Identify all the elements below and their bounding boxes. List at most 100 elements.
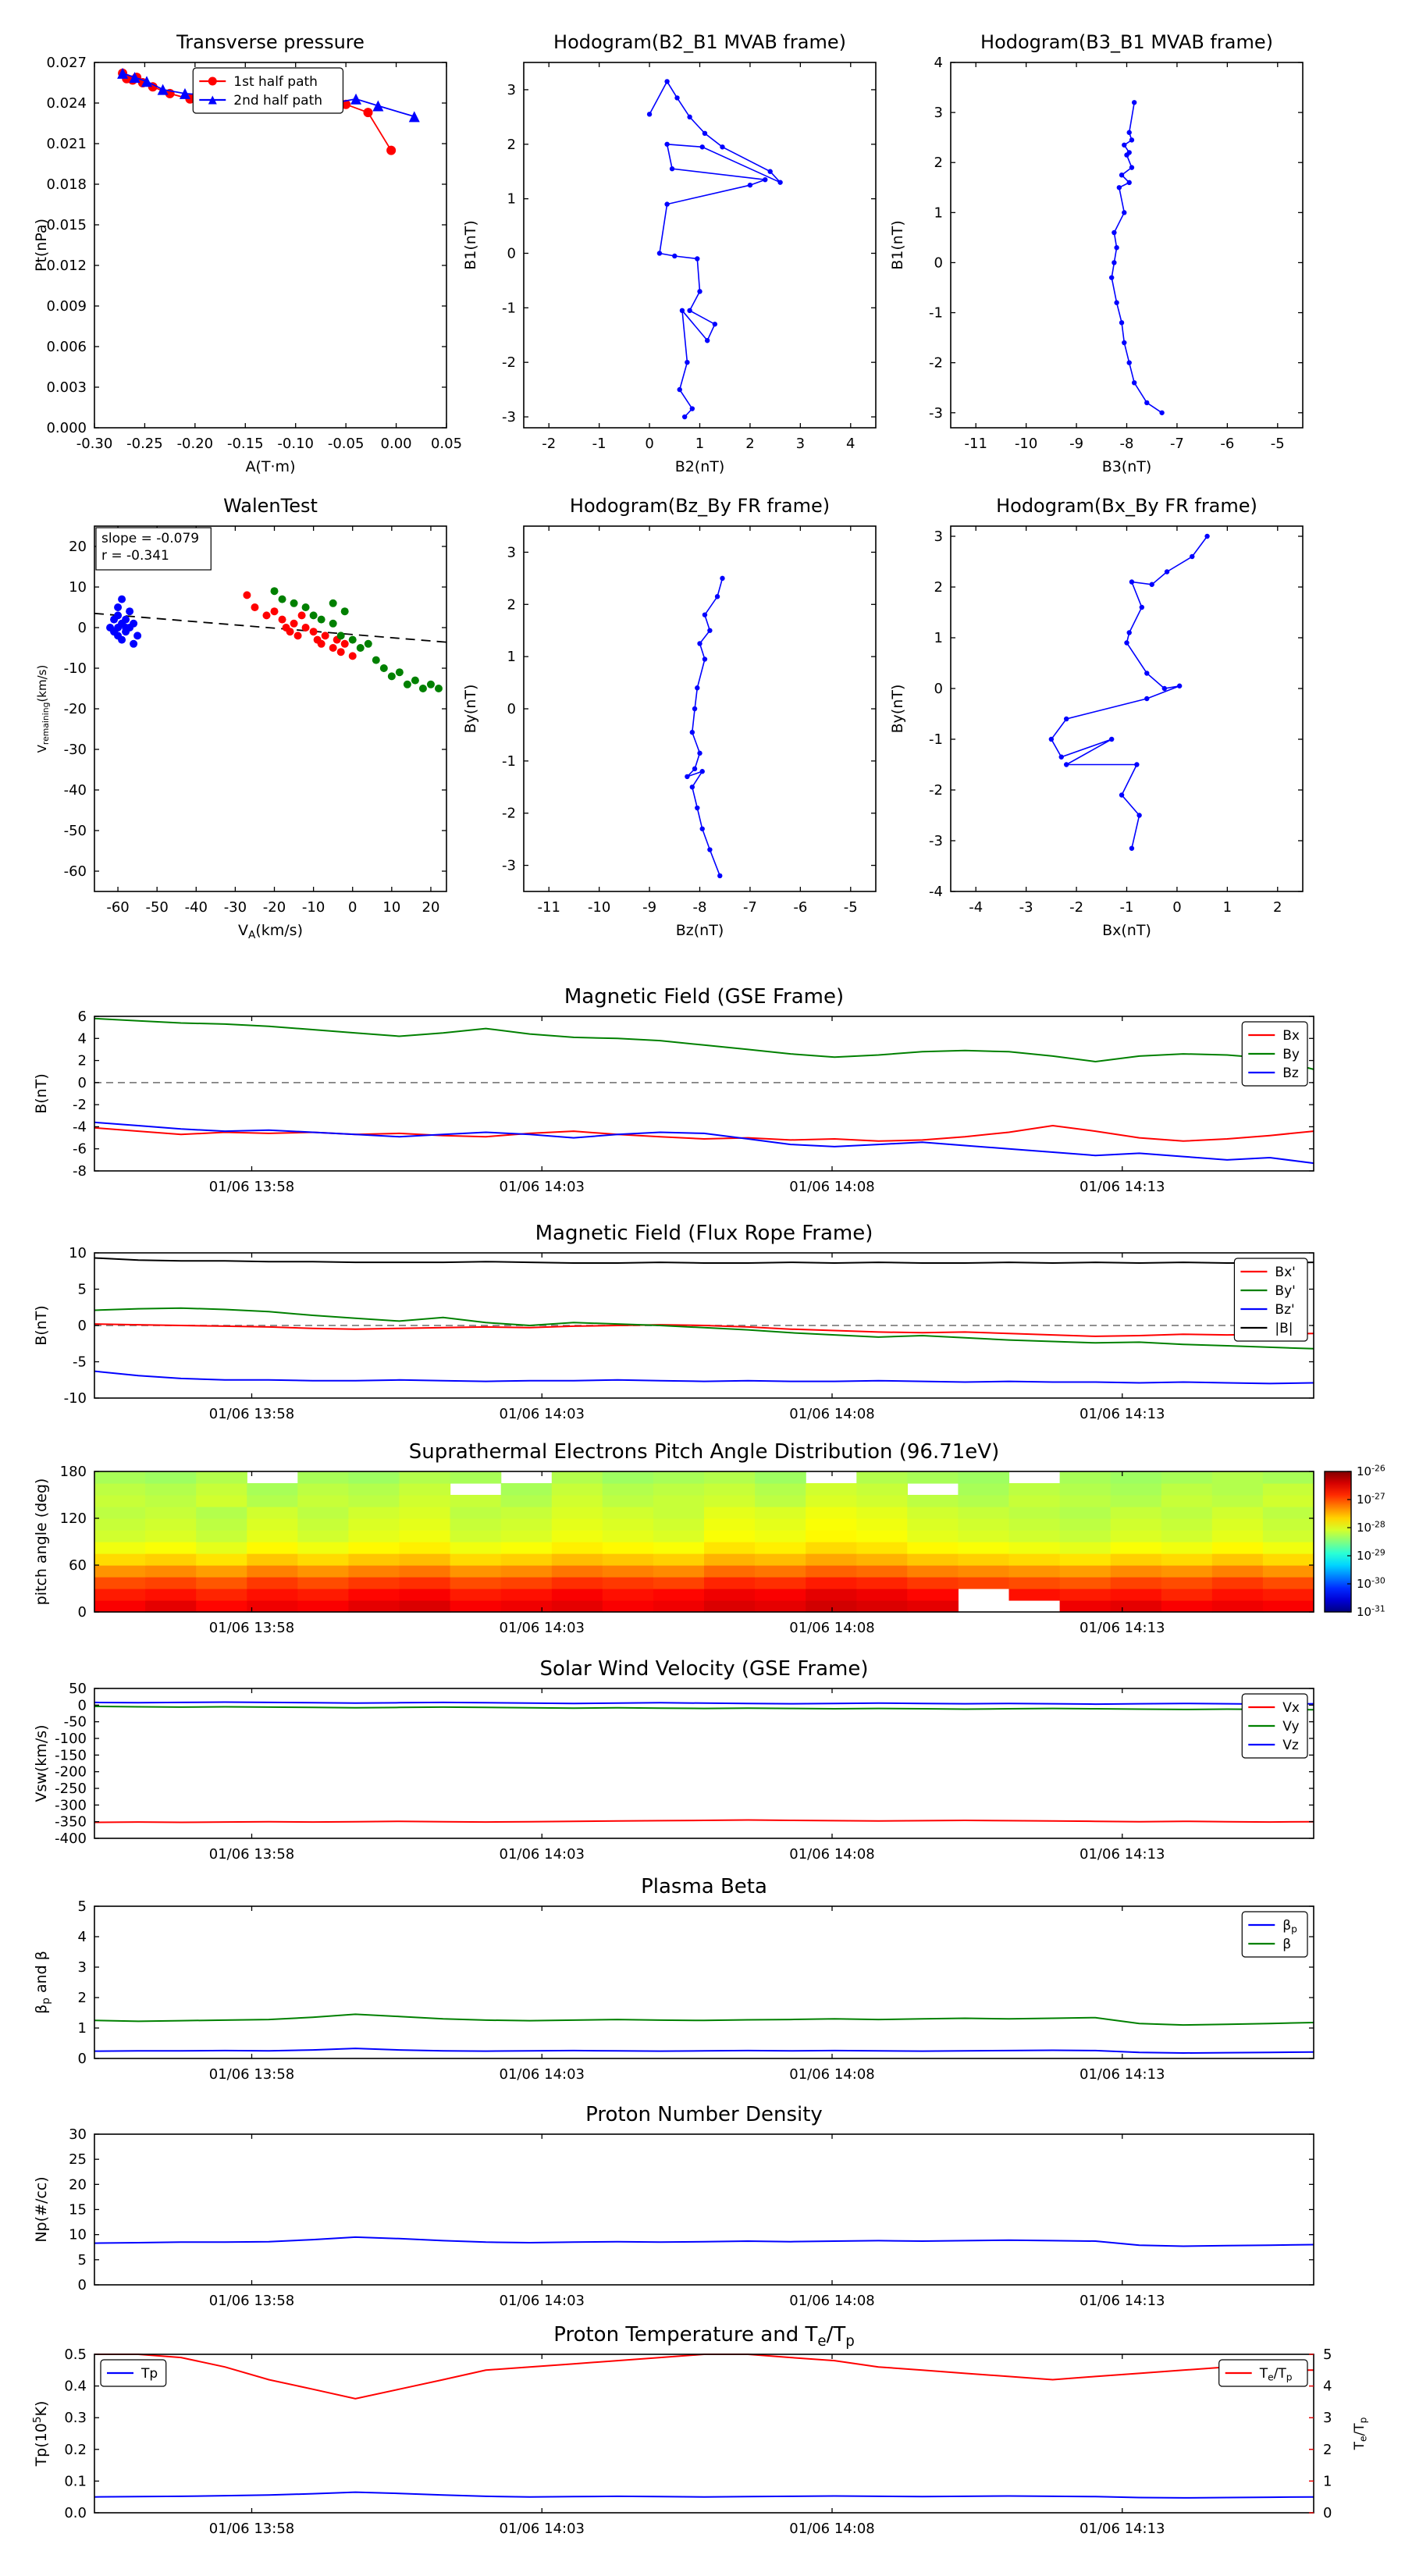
series-Vz — [94, 1701, 1314, 1706]
svg-text:Bx': Bx' — [1275, 1265, 1295, 1280]
svg-text:4: 4 — [78, 1030, 87, 1047]
svg-text:-8: -8 — [73, 1163, 87, 1179]
panel-proton-temperature: Proton Temperature and Te/Tp 01/06 13:58… — [0, 2315, 1405, 2542]
svg-text:01/06 13:58: 01/06 13:58 — [209, 1846, 294, 1863]
series-Tp — [94, 2491, 1314, 2499]
svg-text:2: 2 — [507, 596, 516, 613]
svg-text:|B|: |B| — [1275, 1321, 1293, 1336]
svg-text:βp: βp — [1282, 1918, 1297, 1934]
walen-test-title: WalenTest — [223, 495, 318, 517]
svg-text:Pt(nPa): Pt(nPa) — [33, 219, 50, 272]
svg-text:Bx: Bx — [1282, 1028, 1300, 1044]
svg-text:-11: -11 — [965, 436, 987, 452]
series-Vx — [94, 1819, 1314, 1823]
svg-text:B3(nT): B3(nT) — [1102, 458, 1152, 475]
svg-text:-40: -40 — [64, 782, 87, 799]
svg-text:-10: -10 — [588, 899, 610, 916]
axes: 01/06 13:58 01/06 14:03 01/06 14:08 01/06 1… — [78, 1898, 1314, 2083]
svg-text:1: 1 — [934, 205, 943, 221]
panel-hodogram-b3b1: Hodogram(B3_B1 MVAB frame) -11 -10 -9 -8 -7-… — [880, 14, 1318, 489]
svg-text:-350: -350 — [55, 1814, 87, 1831]
svg-text:0.012: 0.012 — [46, 258, 87, 274]
hodogram-bxby-canvas: -4 -3 -2 -1 0 1 2 -4 -3 -2 -1 0 1 2 3 Bx(nT) By(nT) — [889, 525, 1304, 939]
svg-text:Bz(nT): Bz(nT) — [676, 922, 724, 939]
svg-text:-1: -1 — [502, 300, 516, 316]
series-cluster-red — [243, 591, 357, 660]
svg-text:Vy: Vy — [1282, 1719, 1299, 1735]
svg-text:B1(nT): B1(nT) — [889, 220, 906, 270]
svg-text:01/06 14:08: 01/06 14:08 — [789, 1846, 874, 1863]
axes: 01/06 13:58 01/06 14:03 01/06 14:08 01/06 1… — [55, 1681, 1314, 1863]
legend: Bx' By' Bz' |B| — [1233, 1258, 1308, 1342]
svg-text:0: 0 — [78, 2277, 87, 2293]
svg-text:-200: -200 — [55, 1764, 87, 1781]
svg-text:1: 1 — [934, 630, 943, 646]
svg-text:0.027: 0.027 — [46, 55, 87, 71]
panel-solar-wind-velocity: Solar Wind Velocity (GSE Frame) 01/06 13… — [0, 1649, 1405, 1868]
svg-text:10-27: 10-27 — [1357, 1491, 1385, 1507]
svg-text:-10: -10 — [302, 899, 325, 916]
legend: Te/Tp — [1218, 2359, 1308, 2387]
heatmap-cells — [94, 1471, 1314, 1613]
svg-text:30: 30 — [69, 2126, 87, 2143]
svg-text:-1: -1 — [929, 731, 943, 748]
axes: 01/06 13:58 01/06 14:03 01/06 14:08 01/06 1… — [64, 2347, 1314, 2537]
series-By — [94, 1017, 1314, 1070]
svg-text:01/06 14:03: 01/06 14:03 — [500, 1620, 585, 1636]
mf-fr-title: Magnetic Field (Flux Rope Frame) — [535, 1222, 873, 1245]
svg-text:10-30: 10-30 — [1357, 1575, 1385, 1591]
svg-text:50: 50 — [69, 1681, 87, 1697]
svg-text:0.009: 0.009 — [46, 298, 87, 315]
hodogram-bzby-title: Hodogram(Bz_By FR frame) — [569, 495, 831, 517]
svg-text:-10: -10 — [64, 1390, 87, 1407]
legend: Bx By Bz — [1241, 1021, 1308, 1087]
svg-text:-7: -7 — [1170, 436, 1184, 452]
svg-text:-0.15: -0.15 — [227, 436, 264, 452]
svg-text:-400: -400 — [55, 1831, 87, 1847]
svg-text:2: 2 — [745, 436, 754, 452]
svg-text:-10: -10 — [1015, 436, 1037, 452]
svg-text:0: 0 — [1323, 2505, 1332, 2521]
series-hodogram — [1048, 533, 1210, 851]
svg-text:1: 1 — [1323, 2473, 1332, 2489]
svg-text:Vz: Vz — [1282, 1738, 1299, 1753]
svg-text:4: 4 — [846, 436, 855, 452]
panel-magnetic-field-flux-rope: Magnetic Field (Flux Rope Frame) 01/06 1… — [0, 1214, 1405, 1426]
svg-text:-100: -100 — [55, 1731, 87, 1747]
pad-canvas: 01/06 13:58 01/06 14:03 01/06 14:08 01/06 1… — [33, 1463, 1385, 1636]
svg-text:-60: -60 — [64, 863, 87, 880]
svg-text:01/06 14:08: 01/06 14:08 — [789, 1620, 874, 1636]
svg-text:Vsw(km/s): Vsw(km/s) — [33, 1724, 50, 1802]
svg-text:15: 15 — [69, 2202, 87, 2218]
svg-text:Bz: Bz — [1282, 1066, 1299, 1081]
svg-text:1: 1 — [78, 2020, 87, 2037]
svg-text:-0.10: -0.10 — [277, 436, 314, 452]
svg-text:01/06 14:13: 01/06 14:13 — [1080, 1406, 1165, 1422]
svg-text:Tp(105K): Tp(105K) — [31, 2401, 50, 2467]
svg-text:01/06 14:13: 01/06 14:13 — [1080, 2521, 1165, 2537]
svg-text:β: β — [1282, 1937, 1291, 1952]
svg-text:-3: -3 — [1019, 899, 1033, 916]
svg-text:0.015: 0.015 — [46, 217, 87, 233]
axes: -4 -3 -2 -1 0 1 2 -4 -3 -2 -1 0 1 2 3 — [929, 525, 1304, 916]
axes: 01/06 13:58 01/06 14:03 01/06 14:08 01/06 1… — [73, 1009, 1314, 1195]
svg-text:Np(#/cc): Np(#/cc) — [33, 2176, 50, 2242]
svg-text:-6: -6 — [1220, 436, 1234, 452]
svg-text:01/06 13:58: 01/06 13:58 — [209, 2521, 294, 2537]
svg-text:01/06 14:03: 01/06 14:03 — [500, 1179, 585, 1195]
mf-fr-canvas: 01/06 13:58 01/06 14:03 01/06 14:08 01/06 1… — [33, 1245, 1314, 1422]
svg-text:0.006: 0.006 — [46, 339, 87, 355]
svg-text:-30: -30 — [64, 742, 87, 758]
svg-text:2: 2 — [78, 1990, 87, 2006]
svg-text:-3: -3 — [929, 833, 943, 849]
svg-text:1: 1 — [507, 191, 516, 208]
svg-text:2: 2 — [934, 579, 943, 596]
svg-text:B1(nT): B1(nT) — [462, 220, 479, 270]
series-cluster-blue — [106, 595, 142, 648]
series-hodogram — [646, 79, 783, 420]
svg-text:0.1: 0.1 — [64, 2473, 87, 2489]
svg-text:-2: -2 — [929, 782, 943, 799]
hodogram-b2b1-canvas: -2 -1 0 1 2 3 4 -3 -2 -1 0 1 2 3 B2(nT) B1(nT) — [462, 62, 877, 475]
svg-text:-4: -4 — [929, 884, 943, 900]
